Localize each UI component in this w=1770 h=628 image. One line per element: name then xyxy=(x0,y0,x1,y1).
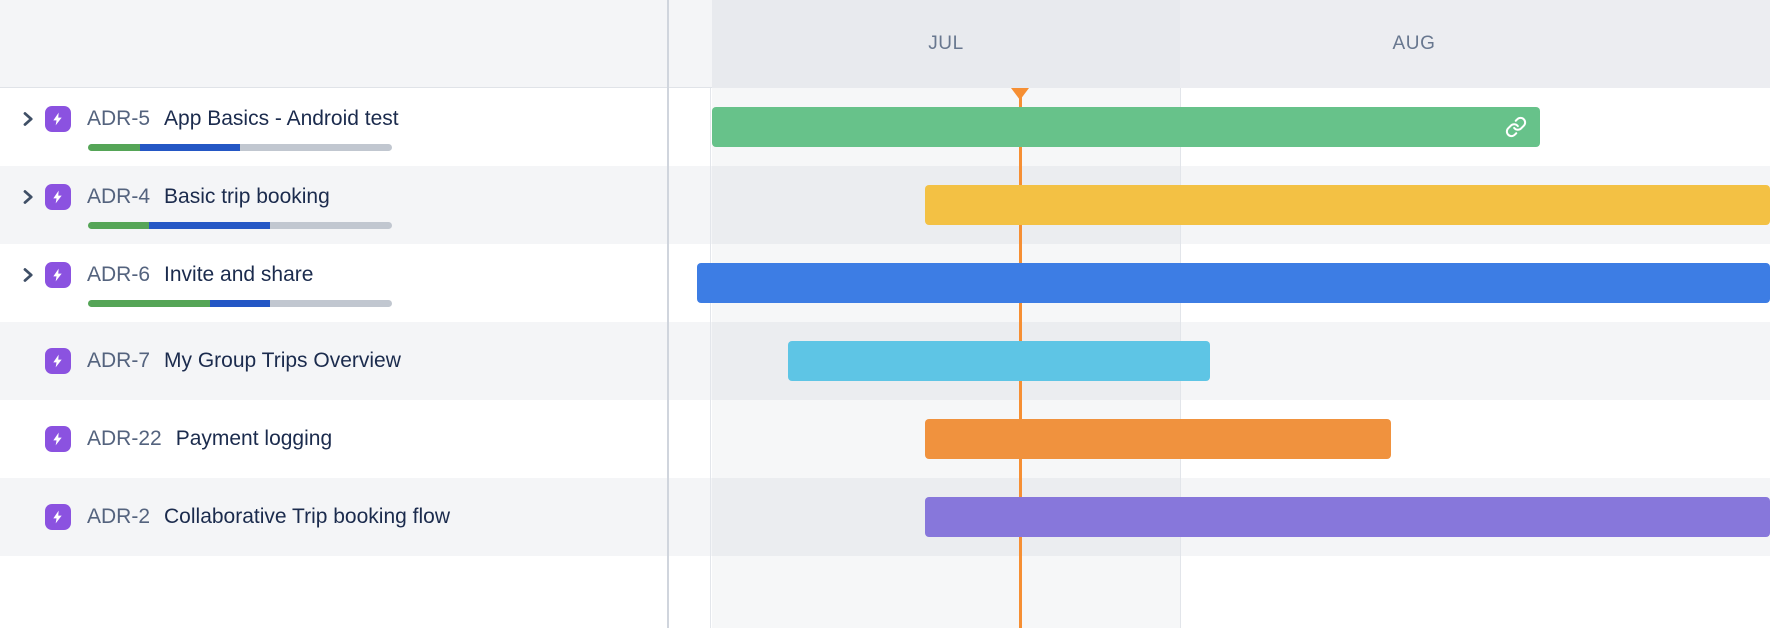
progress-inprogress-segment xyxy=(209,300,271,307)
issue-text-line: ADR-7 My Group Trips Overview xyxy=(16,345,668,377)
progress-done-segment xyxy=(88,300,210,307)
issue-key: ADR-22 xyxy=(87,427,162,450)
issue-cell[interactable]: ADR-22 Payment logging xyxy=(0,400,668,478)
issue-summary: App Basics - Android test xyxy=(164,107,399,130)
progress-bar xyxy=(88,300,392,307)
issue-cell[interactable]: ADR-2 Collaborative Trip booking flow xyxy=(0,478,668,556)
today-marker-icon xyxy=(1011,88,1029,100)
table-row: ADR-6 Invite and share xyxy=(0,244,1770,322)
progress-inprogress-segment xyxy=(148,222,271,229)
epic-icon xyxy=(45,348,71,374)
chevron-right-icon[interactable] xyxy=(16,107,40,131)
panel-resize-divider[interactable] xyxy=(667,0,669,628)
issue-summary: My Group Trips Overview xyxy=(164,349,401,372)
month-header-jul: JUL xyxy=(712,0,1180,88)
epic-icon xyxy=(45,106,71,132)
issue-text-line: ADR-22 Payment logging xyxy=(16,423,668,455)
issue-summary: Payment logging xyxy=(175,427,333,450)
table-row: ADR-2 Collaborative Trip booking flow xyxy=(0,478,1770,556)
progress-inprogress-segment xyxy=(139,144,240,151)
table-row: ADR-22 Payment logging xyxy=(0,400,1770,478)
link-icon[interactable] xyxy=(1505,116,1527,138)
issue-text-line: ADR-2 Collaborative Trip booking flow xyxy=(16,501,668,533)
issue-cell[interactable]: ADR-5 App Basics - Android test xyxy=(0,88,668,166)
epic-icon xyxy=(45,426,71,452)
table-row: ADR-4 Basic trip booking xyxy=(0,166,1770,244)
issue-key: ADR-5 xyxy=(87,107,151,130)
issue-rows: ADR-5 App Basics - Android test xyxy=(0,88,1770,556)
timeline-bar[interactable] xyxy=(788,341,1210,381)
chevron-right-icon[interactable] xyxy=(16,185,40,209)
progress-bar xyxy=(88,222,392,229)
issue-cell[interactable]: ADR-6 Invite and share xyxy=(0,244,668,322)
table-row: ADR-5 App Basics - Android test xyxy=(0,88,1770,166)
progress-bar xyxy=(88,144,392,151)
epic-icon xyxy=(45,262,71,288)
issue-text-line: ADR-4 Basic trip booking xyxy=(16,181,668,213)
progress-todo-segment xyxy=(270,300,392,307)
issue-summary: Invite and share xyxy=(164,263,314,286)
timeline-bar[interactable] xyxy=(925,419,1391,459)
issue-key: ADR-2 xyxy=(87,505,151,528)
progress-todo-segment xyxy=(270,222,392,229)
issue-text-line: ADR-6 Invite and share xyxy=(16,259,668,291)
epic-icon xyxy=(45,504,71,530)
issue-summary: Collaborative Trip booking flow xyxy=(164,505,450,528)
chevron-right-icon[interactable] xyxy=(16,263,40,287)
month-label: JUL xyxy=(928,33,964,54)
issue-cell[interactable]: ADR-4 Basic trip booking xyxy=(0,166,668,244)
timeline-start-divider xyxy=(710,0,711,628)
issue-key: ADR-7 xyxy=(87,349,151,372)
timeline-bar[interactable] xyxy=(925,497,1770,537)
progress-done-segment xyxy=(88,144,140,151)
epic-icon xyxy=(45,184,71,210)
issue-summary: Basic trip booking xyxy=(164,185,330,208)
progress-todo-segment xyxy=(239,144,392,151)
timeline-bar[interactable] xyxy=(697,263,1770,303)
issue-text-line: ADR-5 App Basics - Android test xyxy=(16,103,668,135)
issue-cell[interactable]: ADR-7 My Group Trips Overview xyxy=(0,322,668,400)
timeline-header: JUL AUG xyxy=(0,0,1770,88)
progress-done-segment xyxy=(88,222,149,229)
issue-key: ADR-4 xyxy=(87,185,151,208)
timeline-bar[interactable] xyxy=(925,185,1770,225)
table-row: ADR-7 My Group Trips Overview xyxy=(0,322,1770,400)
issue-key: ADR-6 xyxy=(87,263,151,286)
month-header-aug: AUG xyxy=(1180,0,1770,88)
month-label: AUG xyxy=(1392,33,1436,54)
timeline-bar[interactable] xyxy=(712,107,1540,147)
month-divider xyxy=(1180,0,1181,628)
